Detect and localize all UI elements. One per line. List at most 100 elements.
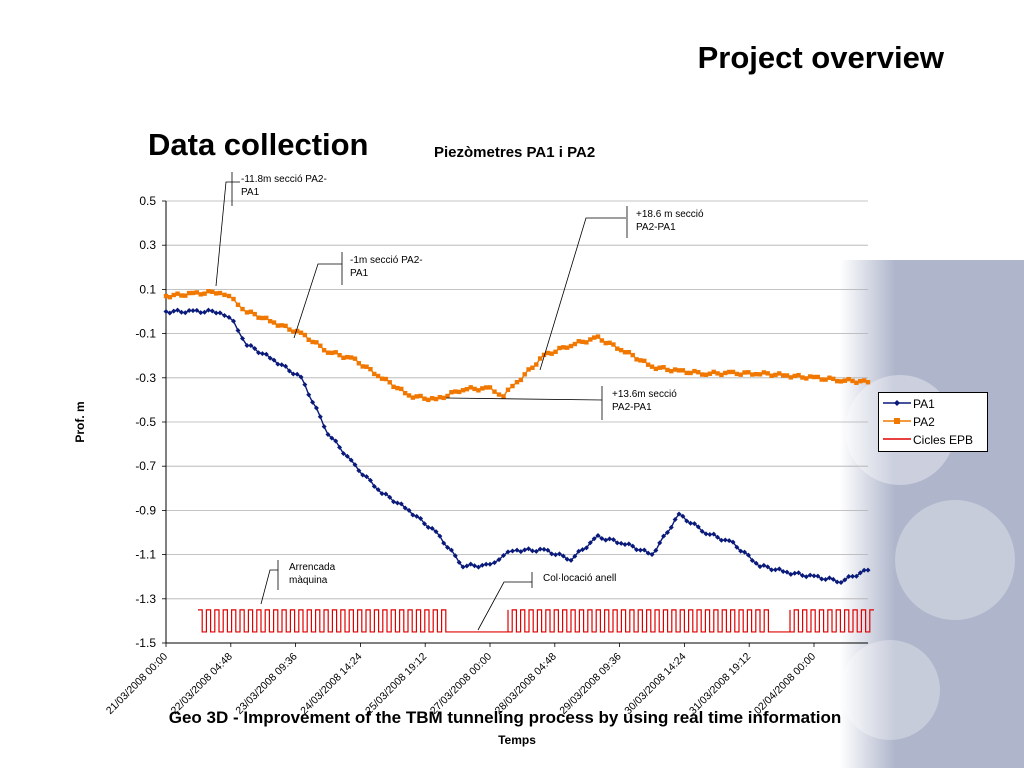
data-point (441, 395, 446, 401)
data-point (402, 505, 408, 511)
data-point (807, 572, 813, 578)
data-point (414, 394, 419, 399)
x-tick-label: 24/03/2008 14:24 (298, 651, 364, 717)
data-point (522, 372, 527, 377)
data-point (680, 513, 686, 519)
data-point (271, 320, 277, 325)
data-point (799, 572, 805, 578)
data-point (286, 368, 292, 374)
data-point (505, 387, 511, 392)
data-point (514, 379, 520, 385)
data-point (205, 307, 211, 313)
data-point (638, 358, 643, 363)
annotation-leader (293, 263, 342, 339)
data-point (356, 361, 362, 366)
data-point (310, 399, 316, 405)
data-point (321, 348, 327, 353)
data-point (321, 424, 327, 430)
data-point (367, 477, 373, 483)
data-point (657, 365, 662, 370)
data-point (496, 392, 502, 397)
data-point (267, 318, 273, 324)
data-point (472, 386, 477, 392)
data-point (611, 342, 616, 347)
data-point (642, 358, 647, 364)
data-point (572, 341, 578, 347)
data-point (838, 379, 844, 384)
data-point (634, 547, 640, 553)
data-point (356, 468, 362, 474)
data-point (333, 350, 338, 355)
data-point (734, 371, 740, 377)
data-point (757, 372, 763, 377)
data-point (726, 369, 732, 375)
data-point (784, 569, 790, 575)
data-point (815, 573, 821, 579)
data-point (703, 531, 709, 537)
data-point (784, 373, 790, 378)
data-point (699, 372, 705, 377)
data-point (537, 356, 543, 361)
data-point (337, 444, 343, 450)
data-point (414, 513, 420, 519)
data-point (772, 567, 778, 573)
data-point (534, 362, 539, 367)
data-point (669, 368, 674, 374)
data-point (325, 350, 331, 355)
data-point (352, 462, 358, 468)
data-point (861, 567, 867, 573)
legend-item-cicles-epb: Cicles EPB (879, 431, 989, 449)
x-tick-label: 22/03/2008 04:48 (169, 651, 235, 717)
data-point (691, 521, 697, 527)
data-point (360, 472, 366, 478)
data-point (437, 395, 443, 400)
data-point (819, 377, 824, 382)
data-point (256, 350, 262, 356)
data-point (275, 361, 281, 367)
data-point (788, 571, 794, 577)
data-point (572, 553, 578, 559)
data-point (344, 453, 350, 459)
data-point (564, 345, 570, 350)
data-point (626, 350, 632, 355)
data-point (441, 540, 447, 546)
data-point (661, 365, 666, 370)
series-line-pa1 (165, 309, 869, 584)
data-point (210, 289, 215, 294)
data-point (742, 549, 748, 555)
data-point (190, 308, 196, 314)
data-point (213, 310, 219, 316)
data-point (479, 562, 485, 568)
data-point (865, 380, 871, 385)
data-point (240, 336, 245, 342)
legend: PA1 PA2 Cicles EPB (878, 392, 988, 452)
data-point (753, 560, 759, 566)
x-tick-label: 31/03/2008 19:12 (687, 651, 753, 717)
y-tick-label: -0.1 (135, 327, 156, 341)
data-point (163, 293, 169, 299)
data-point (530, 365, 535, 370)
data-point (418, 393, 423, 399)
data-point (464, 386, 470, 392)
data-point (653, 366, 659, 372)
data-point (244, 343, 250, 349)
data-point (537, 546, 543, 552)
data-point (830, 576, 836, 582)
data-point (846, 573, 852, 579)
annotation-leader (445, 397, 603, 401)
data-point (302, 332, 308, 338)
data-point (672, 517, 678, 523)
data-point (371, 483, 377, 489)
data-point (235, 328, 241, 334)
legend-swatch-pa1 (883, 400, 911, 406)
annotation-label: +13.6m secció PA2-PA1 (612, 388, 696, 414)
data-point (777, 371, 782, 376)
data-point (688, 370, 693, 376)
data-point (549, 551, 555, 557)
data-point (182, 310, 188, 316)
data-point (453, 389, 458, 394)
y-tick-label: -0.9 (135, 503, 156, 517)
data-point (209, 308, 215, 314)
data-point (692, 368, 697, 374)
data-point (761, 562, 767, 568)
